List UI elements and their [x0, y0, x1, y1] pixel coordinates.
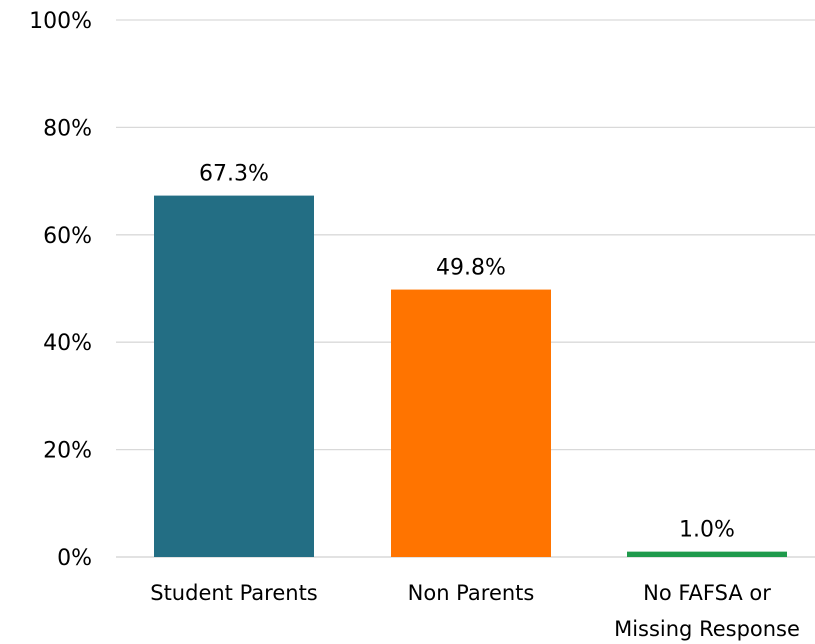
y-tick-label: 100% [29, 9, 92, 34]
y-axis-tick-labels: 0% 20% 40% 60% 80% 100% [29, 9, 92, 571]
category-label-line: Non Parents [408, 581, 535, 605]
data-label: 1.0% [679, 518, 735, 543]
y-tick-label: 20% [43, 439, 92, 464]
data-label: 49.8% [436, 256, 506, 281]
category-label: No FAFSA or Missing Response [614, 581, 800, 641]
category-label: Student Parents [150, 581, 318, 605]
x-axis-category-labels: Student Parents Non Parents No FAFSA or Mis… [150, 581, 800, 641]
bar-3 [627, 552, 787, 557]
bars [154, 196, 787, 557]
category-label-line: No FAFSA or [643, 581, 771, 605]
y-tick-label: 40% [43, 331, 92, 356]
data-label: 67.3% [199, 162, 269, 187]
y-tick-label: 0% [57, 546, 92, 571]
bar-1 [154, 196, 314, 557]
category-label: Non Parents [408, 581, 535, 605]
y-tick-label: 80% [43, 116, 92, 141]
category-label-line: Student Parents [150, 581, 318, 605]
y-tick-label: 60% [43, 224, 92, 249]
bar-2 [391, 290, 551, 557]
category-label-line: Missing Response [614, 617, 800, 641]
